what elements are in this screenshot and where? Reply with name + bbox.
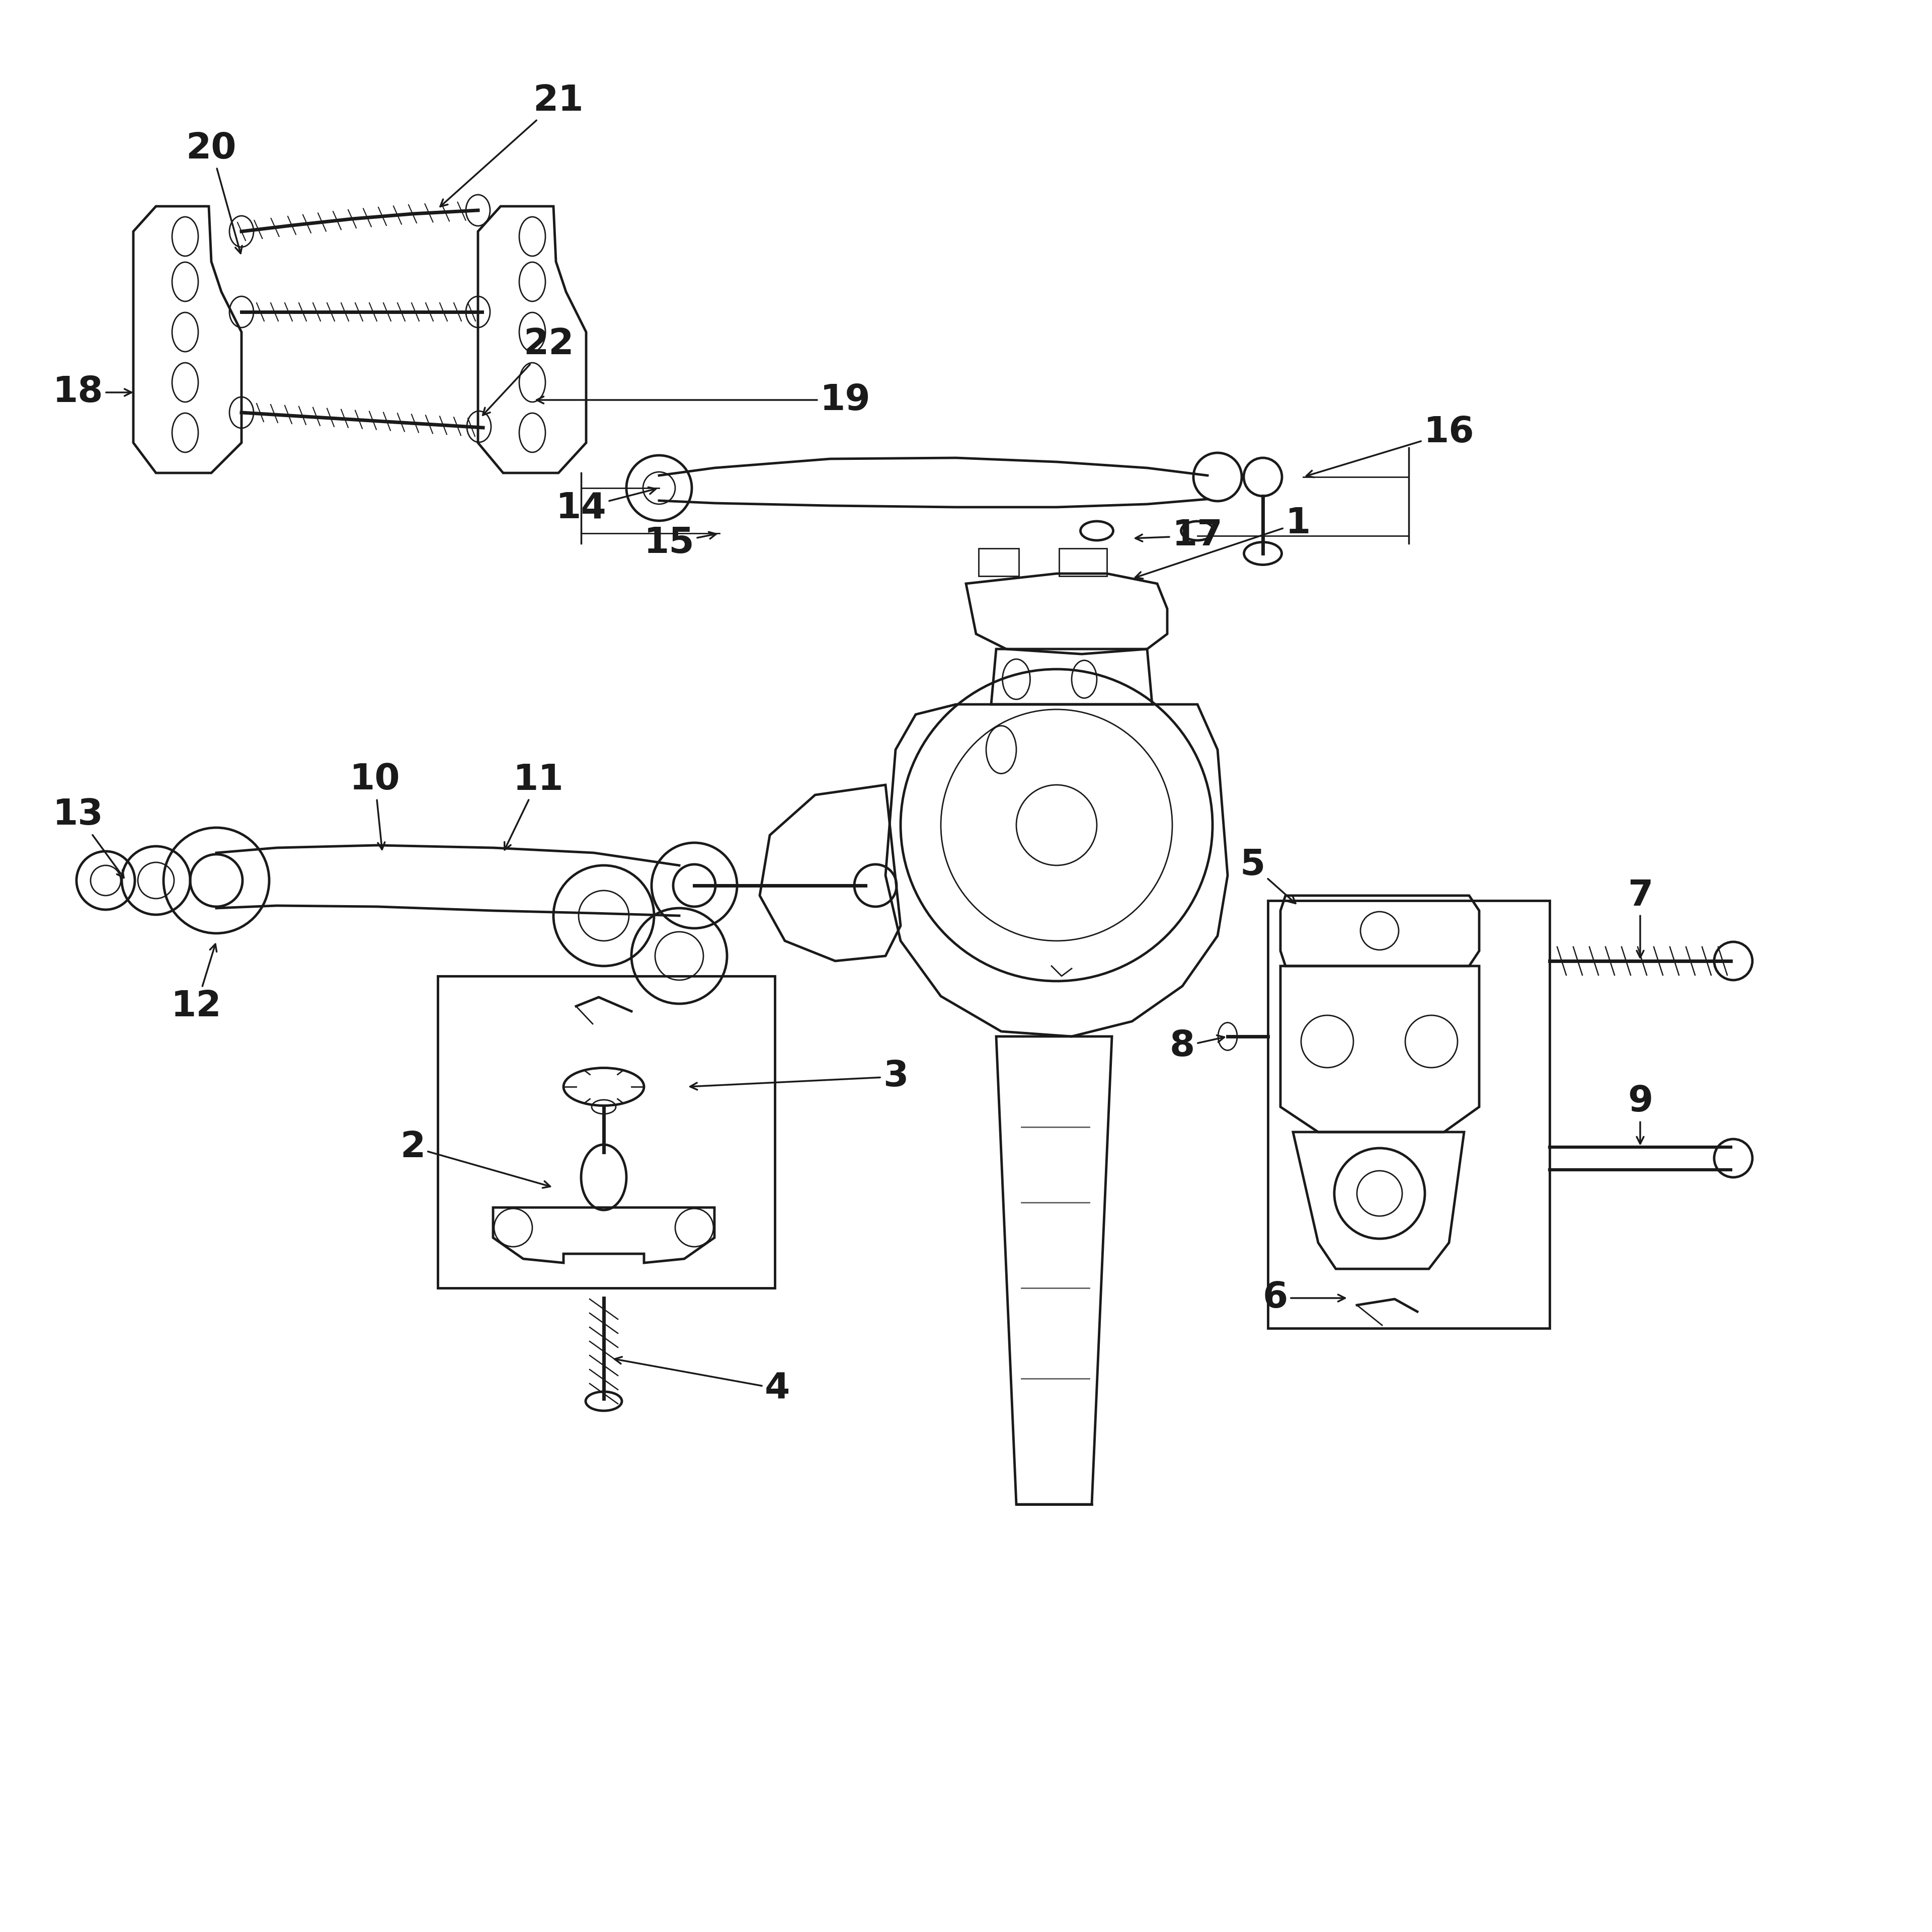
- Text: 19: 19: [537, 383, 871, 417]
- Text: 12: 12: [170, 945, 222, 1024]
- Text: 21: 21: [440, 83, 583, 207]
- Text: 17: 17: [1136, 518, 1223, 553]
- Text: 16: 16: [1306, 415, 1474, 477]
- Text: 22: 22: [483, 327, 574, 415]
- Bar: [980, 549, 1018, 576]
- Text: 2: 2: [400, 1130, 551, 1188]
- Text: 6: 6: [1264, 1281, 1345, 1316]
- Text: 4: 4: [614, 1356, 790, 1406]
- Text: 3: 3: [690, 1059, 908, 1094]
- Text: 7: 7: [1627, 879, 1654, 958]
- Text: 13: 13: [52, 798, 124, 877]
- Text: 15: 15: [643, 526, 717, 560]
- Bar: [439, 976, 775, 1289]
- Text: 18: 18: [52, 375, 131, 410]
- Bar: [1267, 900, 1549, 1329]
- Text: 20: 20: [185, 131, 242, 253]
- Text: 10: 10: [350, 763, 400, 850]
- Text: 14: 14: [556, 487, 655, 526]
- Text: 5: 5: [1240, 848, 1296, 904]
- Text: 11: 11: [504, 763, 564, 850]
- Text: 1: 1: [1136, 506, 1310, 580]
- Bar: [1059, 549, 1107, 576]
- Text: 8: 8: [1169, 1030, 1225, 1065]
- Text: 9: 9: [1627, 1084, 1654, 1144]
